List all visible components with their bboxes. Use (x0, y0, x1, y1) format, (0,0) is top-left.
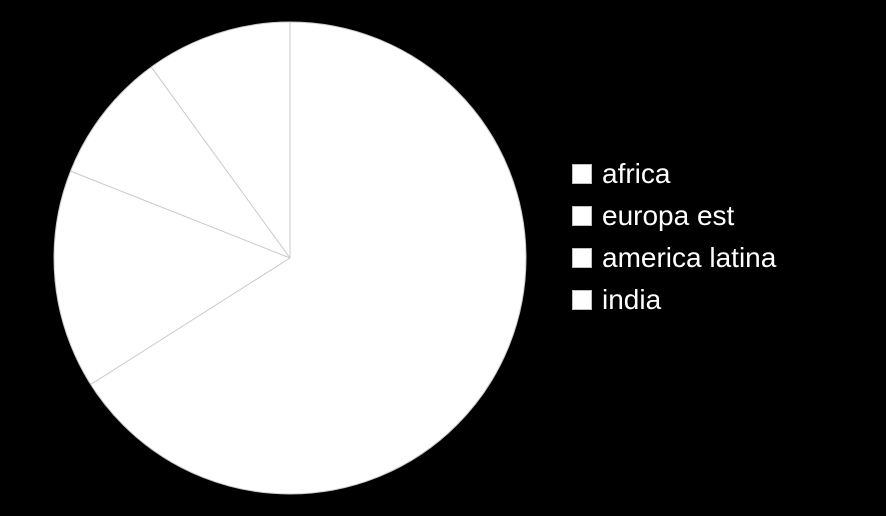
legend: africa europa est america latina india (572, 160, 776, 314)
legend-swatch (572, 206, 592, 226)
legend-label: america latina (602, 244, 776, 272)
legend-swatch (572, 164, 592, 184)
legend-item: africa (572, 160, 776, 188)
pie-chart: africa europa est america latina india (0, 0, 886, 516)
legend-item: india (572, 286, 776, 314)
legend-swatch (572, 290, 592, 310)
legend-label: india (602, 286, 661, 314)
legend-item: america latina (572, 244, 776, 272)
legend-label: africa (602, 160, 670, 188)
legend-label: europa est (602, 202, 734, 230)
legend-swatch (572, 248, 592, 268)
legend-item: europa est (572, 202, 776, 230)
pie-plot (52, 20, 528, 496)
